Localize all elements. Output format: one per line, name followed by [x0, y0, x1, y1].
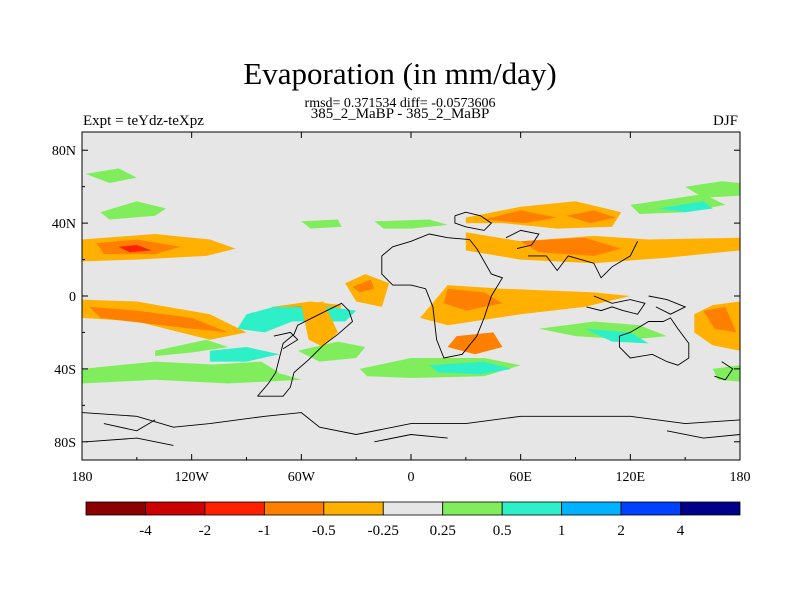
coastline-12 — [85, 437, 174, 446]
anomaly-region-17 — [100, 201, 167, 220]
map-background — [82, 132, 740, 460]
anomaly-region-12 — [352, 279, 375, 293]
colorbar-label: -0.5 — [312, 523, 336, 539]
map-panel — [82, 132, 740, 460]
x-tick-label: 0 — [408, 470, 415, 485]
colorbar: -4 -2 -1 -0.5 -0.25 0.25 0.5 1 2 4 — [85, 501, 741, 539]
y-tick-label: 40S — [54, 363, 76, 378]
coastline-3 — [454, 211, 493, 231]
coastline-7 — [618, 317, 690, 366]
y-tick-label: 80S — [54, 436, 76, 451]
colorbar-swatch — [680, 501, 741, 516]
colorbar-swatch — [620, 501, 681, 516]
x-tick-label: 60W — [288, 470, 316, 485]
x-tick-label: 120W — [175, 470, 210, 485]
anomaly-region-10 — [209, 347, 280, 362]
colorbar-swatch — [263, 501, 325, 516]
coastline-5 — [528, 241, 639, 279]
x-tick-label: 180 — [72, 470, 93, 485]
coastline-0 — [257, 302, 354, 397]
chart-subtitle: 385_2_MaBP - 385_2_MaBP — [310, 106, 490, 122]
colorbar-swatch — [204, 501, 265, 516]
anomaly-region-16 — [429, 361, 512, 375]
stats-line: rmsd= 0.371534 diff= -0.0573606 — [304, 96, 496, 111]
anomaly-region-4 — [89, 306, 229, 333]
colorbar-swatch — [382, 501, 444, 516]
colorbar-label: -0.25 — [368, 523, 399, 539]
colorbar-swatch — [323, 501, 384, 516]
anomaly-region-24 — [566, 210, 616, 224]
anomaly-region-14 — [301, 301, 338, 347]
coastline-8 — [648, 295, 687, 315]
colorbar-label: -4 — [139, 523, 152, 539]
season-label: DJF — [712, 113, 738, 129]
colorbar-label: -2 — [199, 523, 212, 539]
anomaly-region-28 — [443, 288, 503, 311]
coastline-9 — [714, 361, 734, 381]
colorbar-swatch — [442, 501, 503, 516]
colorbar-swatch — [561, 501, 622, 516]
anomaly-region-20 — [374, 219, 448, 229]
colorbar-swatch — [145, 501, 206, 516]
coastline-2 — [381, 233, 504, 359]
coastline-14 — [666, 430, 740, 439]
x-tick-label: 120E — [616, 470, 646, 485]
colorbar-label: 4 — [677, 523, 685, 539]
colorbar-swatch — [501, 501, 563, 516]
colorbar-label: -1 — [258, 523, 271, 539]
colorbar-label: 2 — [617, 523, 625, 539]
colorbar-label: 1 — [558, 523, 566, 539]
x-tick-label: 180 — [730, 470, 751, 485]
y-tick-label: 40N — [52, 217, 76, 232]
anomaly-region-13 — [297, 341, 366, 362]
colorbar-label: 0.5 — [493, 523, 512, 539]
y-tick-label: 80N — [52, 144, 76, 159]
anomaly-region-18 — [85, 168, 137, 183]
anomaly-region-29 — [447, 332, 503, 355]
colorbar-label: 0.25 — [430, 523, 456, 539]
experiment-label: Expt = teYdz-teXpz — [83, 113, 204, 129]
coastline-10 — [82, 412, 740, 435]
anomaly-region-26 — [520, 237, 622, 256]
coastline-4 — [505, 229, 540, 250]
coastline-1 — [273, 331, 299, 350]
y-tick-label: 0 — [69, 290, 76, 305]
anomaly-region-23 — [484, 210, 558, 224]
anomaly-region-31 — [584, 328, 649, 344]
coastline-11 — [103, 419, 156, 432]
coastline-6 — [586, 295, 646, 315]
anomaly-region-34 — [657, 201, 713, 213]
x-tick-label: 60E — [509, 470, 532, 485]
chart-title: Evaporation (in mm/day) — [243, 56, 557, 91]
anomaly-region-2 — [118, 245, 152, 253]
anomaly-region-36 — [703, 306, 737, 333]
coastline-13 — [374, 434, 448, 443]
anomaly-region-21 — [301, 219, 342, 229]
map-axes: 180 120W 60W 0 60E 120E 180 80N 40N 0 40S 80S — [52, 131, 751, 485]
anomaly-region-19 — [155, 339, 229, 357]
anomaly-region-32 — [685, 181, 740, 198]
anomaly-region-8 — [200, 361, 280, 375]
colorbar-swatch — [85, 501, 146, 516]
